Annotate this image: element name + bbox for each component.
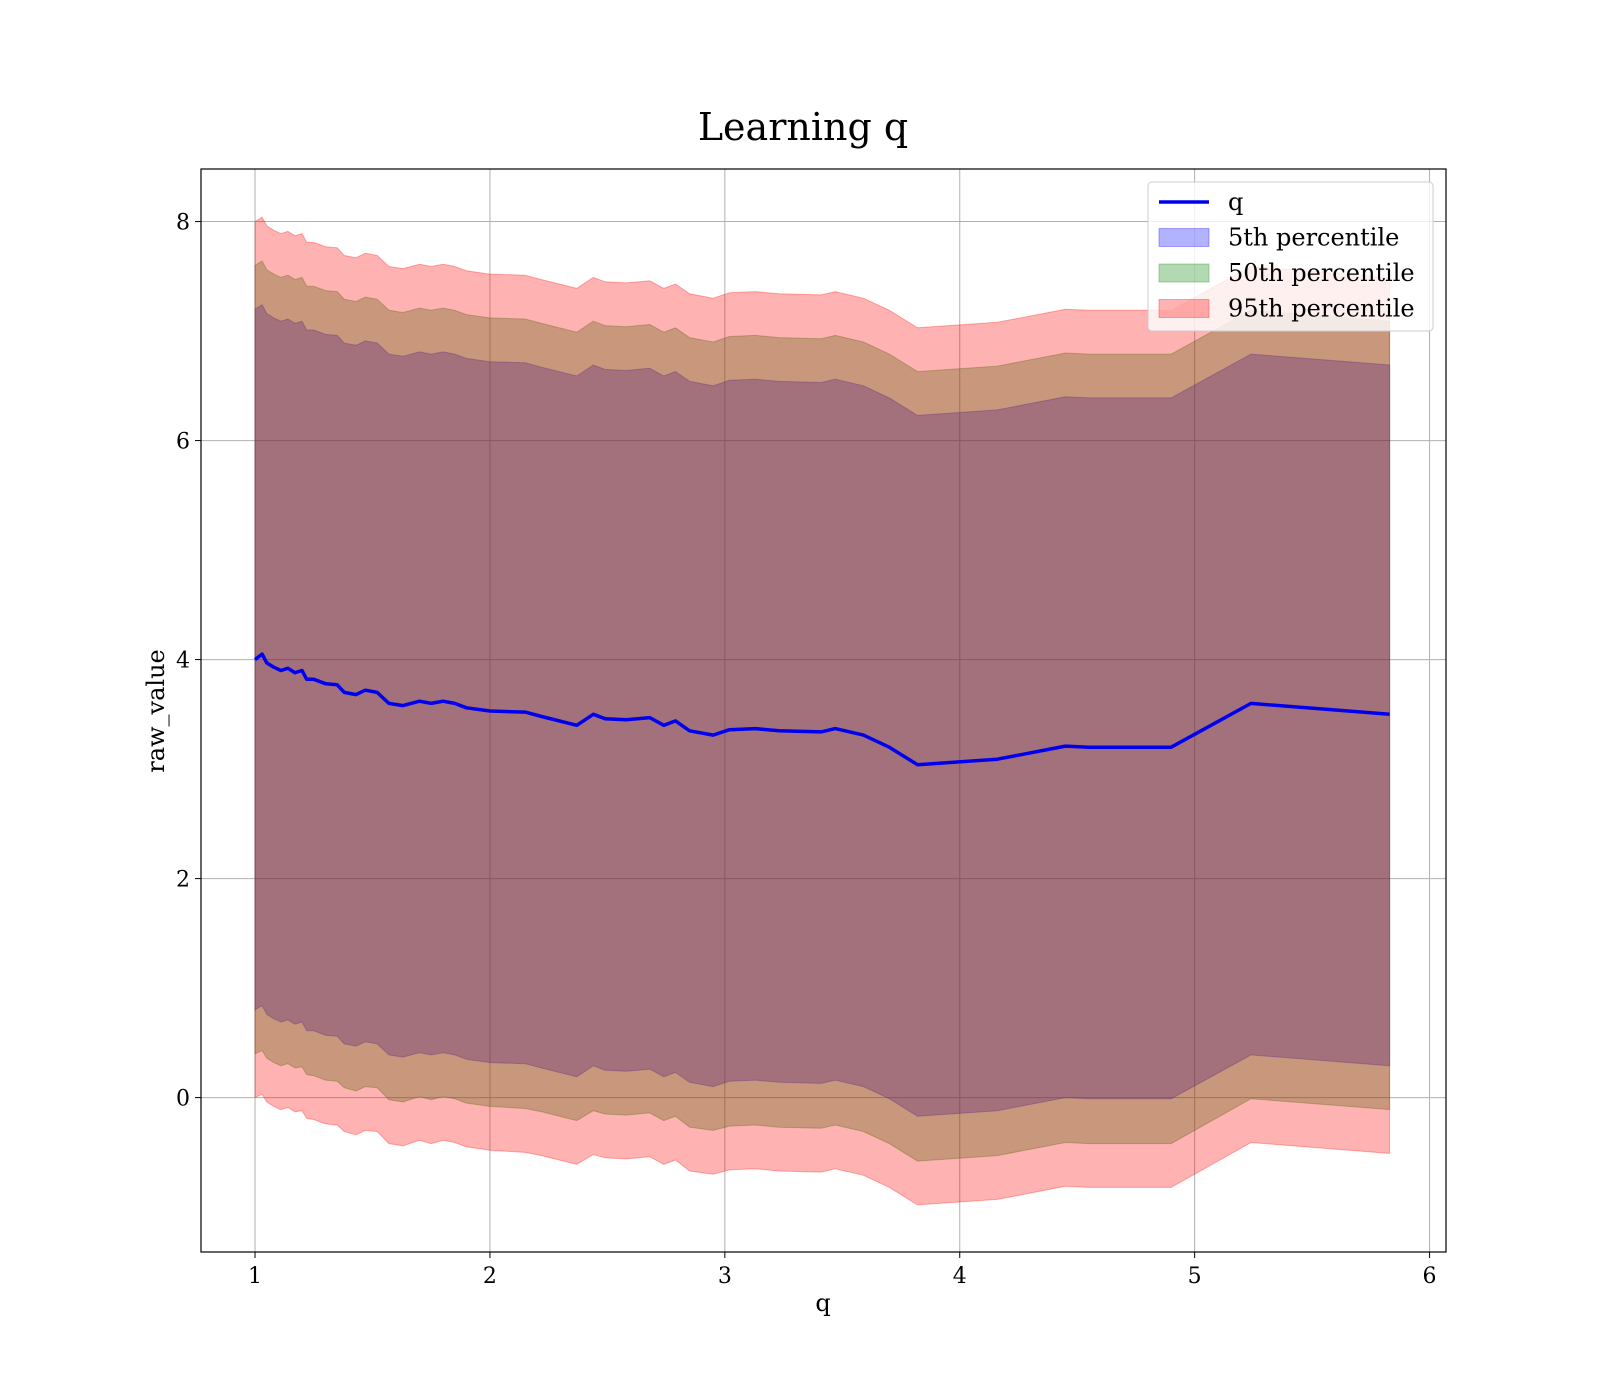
band-50th-percentile <box>254 260 1391 1162</box>
legend-label: 50th percentile <box>1228 259 1415 287</box>
percentile-bands <box>254 216 1391 1206</box>
legend-swatch-95th-percentile <box>1158 299 1210 318</box>
x-tick-label: 5 <box>1188 1264 1202 1289</box>
y-tick-label: 8 <box>176 211 190 236</box>
axis-ticks: 1 2 3 4 5 6 0 2 4 6 8 <box>176 211 1437 1289</box>
legend-label: q <box>1228 188 1243 216</box>
legend-label: 95th percentile <box>1228 295 1415 323</box>
y-tick-label: 0 <box>176 1087 190 1112</box>
series-lines <box>253 652 1390 767</box>
band-95th-percentile <box>254 216 1391 1206</box>
legend-swatch-50th-percentile <box>1158 263 1210 283</box>
x-tick-label: 6 <box>1423 1264 1437 1289</box>
x-tick-label: 1 <box>248 1264 262 1289</box>
y-axis-label: raw_value <box>142 649 170 773</box>
plot-frame <box>200 168 1447 1253</box>
x-tick-label: 3 <box>718 1264 732 1289</box>
legend-swatch-5th-percentile <box>1158 228 1210 247</box>
band-5th-percentile <box>254 304 1391 1117</box>
y-tick-label: 4 <box>176 649 190 674</box>
y-tick-label: 6 <box>176 430 190 455</box>
y-tick-label: 2 <box>176 868 190 893</box>
x-tick-label: 4 <box>953 1264 967 1289</box>
series-line-q <box>253 652 1390 767</box>
x-axis-label: q <box>815 1289 830 1317</box>
legend: q 5th percentile 50th percentile 95th perce… <box>1147 181 1434 332</box>
chart-title: Learning q <box>698 105 908 149</box>
x-tick-label: 2 <box>483 1264 497 1289</box>
legend-box <box>1147 181 1434 332</box>
legend-label: 5th percentile <box>1228 224 1399 252</box>
